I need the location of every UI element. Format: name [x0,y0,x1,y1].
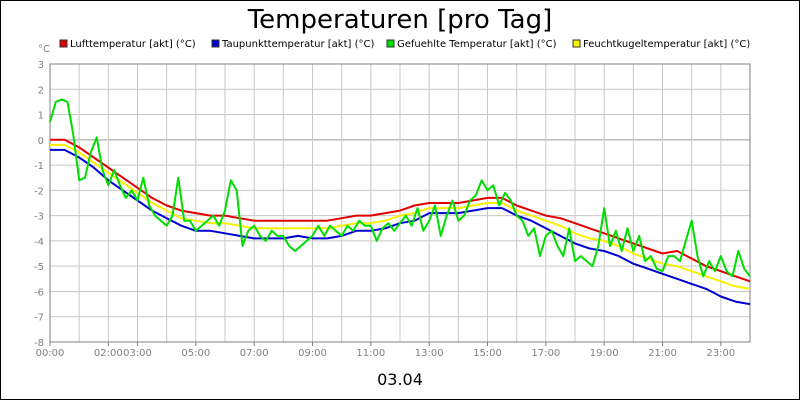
x-tick-label: 05:00 [181,348,210,359]
legend-swatch-2 [386,39,395,48]
x-axis-date-label: 03.04 [377,370,423,389]
x-tick-label: 13:00 [415,348,444,359]
legend-label-0: Lufttemperatur [akt] (°C) [70,39,196,50]
y-tick-label: 3 [38,60,44,71]
x-tick-label: 07:00 [240,348,269,359]
chart-title: Temperaturen [pro Tag] [247,5,553,35]
x-tick-label: 21:00 [648,348,677,359]
x-tick-label: 02:00 [94,348,123,359]
legend-label-2: Gefuehlte Temperatur [akt] (°C) [397,39,557,50]
series-line-2 [49,98,751,278]
x-tick-label: 09:00 [298,348,327,359]
x-tick-label: 15:00 [473,348,502,359]
legend: Lufttemperatur [akt] (°C) Taupunkttempera… [59,39,750,50]
plot-area: 3 2 1 0 -1 -2 -3 -4 -5 -6 -7 -800:00 02:00 03:00 05:00… [34,60,751,359]
x-tick-label: 23:00 [706,348,735,359]
legend-swatch-0 [59,39,68,48]
y-tick-label: 1 [38,111,44,122]
x-tick-label: 19:00 [590,348,619,359]
legend-swatch-3 [572,39,581,48]
y-tick-label: -8 [34,338,44,349]
y-tick-label: -5 [34,262,44,273]
series-line-3 [50,143,751,290]
x-tick-label: 03:00 [123,348,152,359]
legend-label-1: Taupunkttemperatur [akt] (°C) [221,39,374,50]
x-tick-label: 11:00 [356,348,385,359]
legend-label-3: Feuchtkugeltemperatur [akt] (°C) [583,39,750,50]
y-tick-label: -4 [34,237,44,248]
y-tick-label: -1 [34,161,44,172]
y-tick-label: -2 [34,186,44,197]
y-tick-label: 0 [38,136,44,147]
x-tick-label: 00:00 [36,348,65,359]
y-tick-label: -7 [34,313,44,324]
legend-swatch-1 [211,39,220,48]
y-tick-label: 2 [38,85,44,96]
y-tick-label: -6 [34,287,44,298]
x-tick-label: 17:00 [531,348,560,359]
y-unit-label: °C [38,44,50,55]
y-tick-label: -3 [34,212,44,223]
plot-border [49,63,751,343]
series-line-0 [50,138,751,283]
